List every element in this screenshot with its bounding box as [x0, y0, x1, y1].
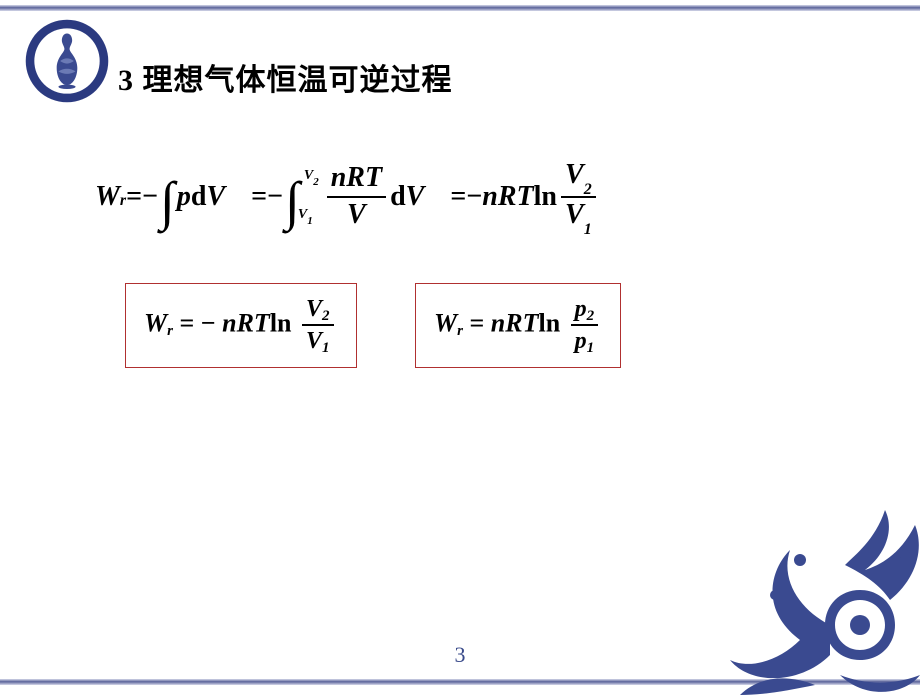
porcelain-vase-logo-icon: [24, 18, 110, 104]
boxed-equation-pressure: Wr = nRTln p2 p1: [415, 283, 621, 368]
boxed-equation-volume: Wr = − nRTln V2 V1: [125, 283, 357, 368]
floral-corner-ornament-icon: [680, 460, 920, 700]
slide-heading: 3 理想气体恒温可逆过程: [118, 55, 453, 99]
equation-derivation: Wr = − ∫ pdV = − ∫ V2 V1 nRT V dV = − nR…: [95, 160, 600, 234]
top-decorative-stripe: [0, 5, 920, 11]
heading-number: 3: [118, 64, 134, 97]
heading-text: 理想气体恒温可逆过程: [143, 64, 453, 97]
